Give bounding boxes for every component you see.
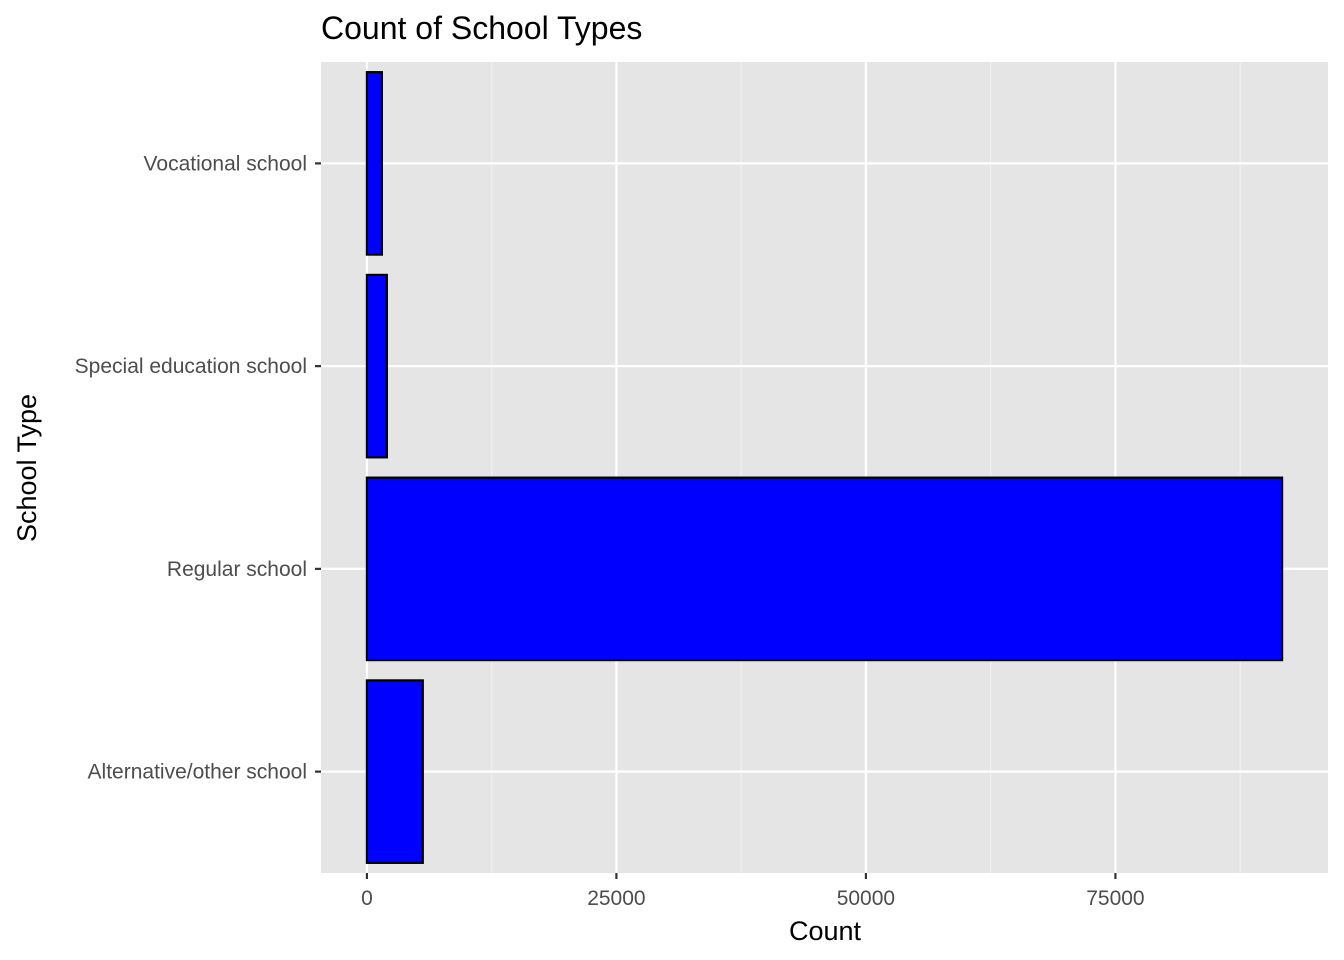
y-tick-label: Vocational school (144, 152, 307, 175)
y-axis-title: School Type (12, 394, 42, 542)
x-tick-label: 25000 (587, 887, 645, 910)
x-tick-label: 0 (361, 887, 373, 910)
chart-title: Count of School Types (321, 10, 642, 46)
x-axis: 0 25000 50000 75000 (361, 873, 1145, 910)
y-axis: Alternative/other school Regular school Sp… (75, 152, 321, 784)
bar (365, 476, 1284, 662)
bar (365, 273, 388, 459)
bar (365, 679, 424, 864)
plot-panel (321, 62, 1328, 873)
x-tick-label: 75000 (1086, 887, 1144, 910)
x-tick-label: 50000 (837, 887, 895, 910)
y-tick-label: Alternative/other school (88, 761, 307, 784)
x-axis-title: Count (789, 916, 862, 946)
bars (365, 71, 1284, 864)
bar (365, 71, 383, 256)
y-tick-label: Special education school (75, 355, 307, 378)
y-tick-label: Regular school (167, 558, 307, 581)
